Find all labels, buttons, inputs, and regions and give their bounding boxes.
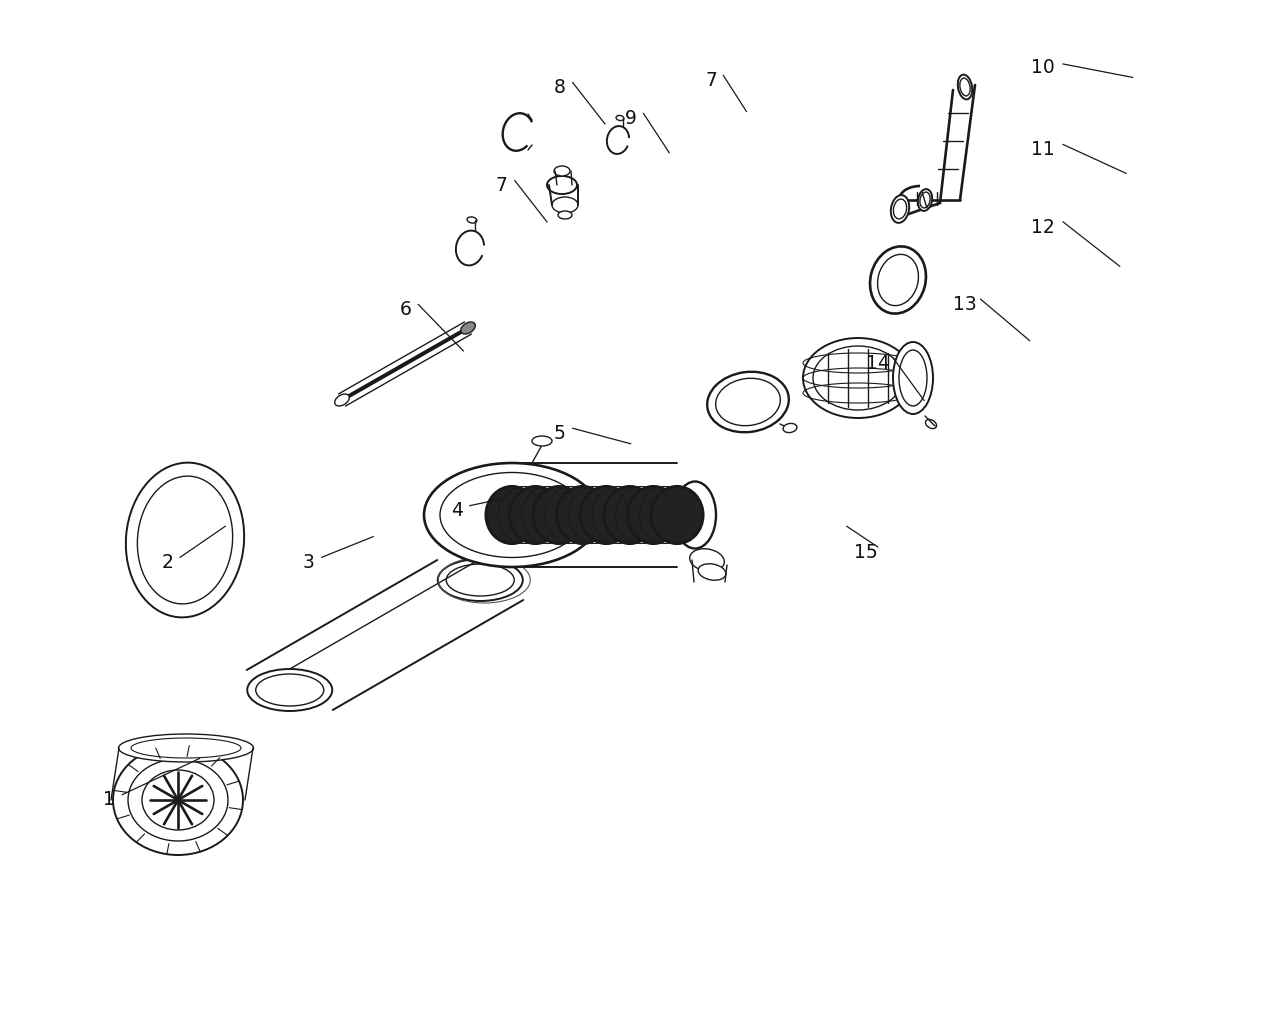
- Ellipse shape: [440, 473, 584, 557]
- Text: 8: 8: [553, 78, 566, 97]
- Ellipse shape: [142, 770, 214, 830]
- Ellipse shape: [127, 759, 228, 841]
- Ellipse shape: [604, 486, 656, 544]
- Text: 10: 10: [1031, 58, 1054, 76]
- Ellipse shape: [557, 486, 609, 544]
- Ellipse shape: [552, 197, 578, 213]
- Ellipse shape: [891, 195, 909, 223]
- Ellipse shape: [663, 514, 687, 534]
- Ellipse shape: [651, 486, 703, 544]
- Ellipse shape: [690, 549, 725, 572]
- Text: 15: 15: [855, 543, 878, 561]
- Ellipse shape: [716, 379, 780, 426]
- Ellipse shape: [580, 486, 632, 544]
- Text: 4: 4: [450, 502, 463, 520]
- Ellipse shape: [698, 563, 726, 580]
- Ellipse shape: [813, 346, 903, 410]
- Ellipse shape: [118, 734, 254, 762]
- Ellipse shape: [782, 423, 797, 432]
- Ellipse shape: [486, 486, 538, 544]
- Ellipse shape: [423, 463, 600, 567]
- Ellipse shape: [918, 189, 932, 211]
- Text: 1: 1: [103, 791, 116, 809]
- Text: 6: 6: [399, 300, 412, 319]
- Ellipse shape: [461, 322, 475, 334]
- Text: 14: 14: [866, 354, 889, 373]
- Ellipse shape: [547, 176, 577, 194]
- Ellipse shape: [958, 74, 972, 99]
- Ellipse shape: [878, 254, 919, 305]
- Ellipse shape: [335, 394, 349, 406]
- Ellipse shape: [438, 559, 523, 601]
- Ellipse shape: [559, 211, 571, 219]
- Text: 11: 11: [1031, 140, 1054, 159]
- Ellipse shape: [532, 436, 552, 446]
- Ellipse shape: [707, 372, 789, 432]
- Ellipse shape: [628, 486, 680, 544]
- Ellipse shape: [256, 674, 324, 706]
- Ellipse shape: [138, 476, 233, 604]
- Text: 7: 7: [705, 71, 718, 90]
- Ellipse shape: [131, 738, 241, 757]
- Ellipse shape: [656, 510, 694, 539]
- Text: 2: 2: [161, 553, 174, 572]
- Text: 7: 7: [495, 176, 508, 195]
- Ellipse shape: [553, 166, 570, 176]
- Ellipse shape: [803, 338, 912, 418]
- Ellipse shape: [113, 745, 243, 854]
- Ellipse shape: [447, 565, 515, 596]
- Ellipse shape: [247, 669, 332, 711]
- Ellipse shape: [893, 342, 933, 414]
- Text: 3: 3: [302, 553, 315, 572]
- Ellipse shape: [510, 486, 561, 544]
- Text: 13: 13: [954, 295, 977, 314]
- Ellipse shape: [533, 486, 586, 544]
- Ellipse shape: [126, 462, 245, 617]
- Ellipse shape: [651, 486, 703, 544]
- Text: 9: 9: [624, 109, 637, 128]
- Text: 12: 12: [1031, 218, 1054, 236]
- Ellipse shape: [870, 247, 925, 314]
- Text: 5: 5: [553, 424, 566, 443]
